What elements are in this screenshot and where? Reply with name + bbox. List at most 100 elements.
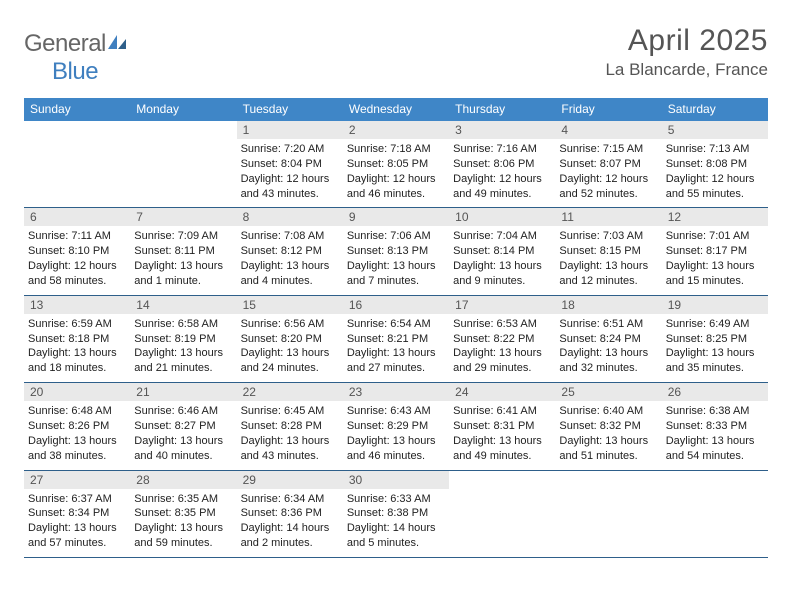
sunrise-text: Sunrise: 7:15 AM [559,142,657,157]
daylight-text: Daylight: 13 hours and 59 minutes. [134,521,232,551]
calendar-week: 20Sunrise: 6:48 AMSunset: 8:26 PMDayligh… [24,383,768,470]
sunset-text: Sunset: 8:26 PM [28,419,126,434]
day-info: Sunrise: 6:54 AMSunset: 8:21 PMDaylight:… [347,317,445,376]
sunrise-text: Sunrise: 6:46 AM [134,404,232,419]
sunset-text: Sunset: 8:32 PM [559,419,657,434]
day-info: Sunrise: 7:09 AMSunset: 8:11 PMDaylight:… [134,229,232,288]
sunrise-text: Sunrise: 6:33 AM [347,492,445,507]
day-number: 25 [555,383,661,401]
calendar-cell [662,471,768,557]
day-info: Sunrise: 7:18 AMSunset: 8:05 PMDaylight:… [347,142,445,201]
daylight-text: Daylight: 13 hours and 27 minutes. [347,346,445,376]
day-number: 13 [24,296,130,314]
sunrise-text: Sunrise: 7:01 AM [666,229,764,244]
sunset-text: Sunset: 8:19 PM [134,332,232,347]
daylight-text: Daylight: 13 hours and 32 minutes. [559,346,657,376]
day-number: 4 [555,121,661,139]
calendar-cell: 10Sunrise: 7:04 AMSunset: 8:14 PMDayligh… [449,208,555,294]
sunrise-text: Sunrise: 7:08 AM [241,229,339,244]
sunset-text: Sunset: 8:38 PM [347,506,445,521]
day-number: 7 [130,208,236,226]
dow-friday: Friday [555,98,661,121]
sunrise-text: Sunrise: 6:34 AM [241,492,339,507]
sunset-text: Sunset: 8:25 PM [666,332,764,347]
daylight-text: Daylight: 13 hours and 7 minutes. [347,259,445,289]
daylight-text: Daylight: 13 hours and 15 minutes. [666,259,764,289]
sunset-text: Sunset: 8:29 PM [347,419,445,434]
calendar-cell [555,471,661,557]
calendar-cell: 21Sunrise: 6:46 AMSunset: 8:27 PMDayligh… [130,383,236,469]
day-info: Sunrise: 7:03 AMSunset: 8:15 PMDaylight:… [559,229,657,288]
sunrise-text: Sunrise: 6:43 AM [347,404,445,419]
daylight-text: Daylight: 12 hours and 43 minutes. [241,172,339,202]
calendar-cell: 26Sunrise: 6:38 AMSunset: 8:33 PMDayligh… [662,383,768,469]
title-block: April 2025 La Blancarde, France [605,24,768,80]
calendar-cell: 12Sunrise: 7:01 AMSunset: 8:17 PMDayligh… [662,208,768,294]
dow-tuesday: Tuesday [237,98,343,121]
day-info: Sunrise: 6:45 AMSunset: 8:28 PMDaylight:… [241,404,339,463]
daylight-text: Daylight: 13 hours and 29 minutes. [453,346,551,376]
sunset-text: Sunset: 8:36 PM [241,506,339,521]
calendar-cell: 30Sunrise: 6:33 AMSunset: 8:38 PMDayligh… [343,471,449,557]
sunrise-text: Sunrise: 7:18 AM [347,142,445,157]
daylight-text: Daylight: 13 hours and 24 minutes. [241,346,339,376]
sunset-text: Sunset: 8:21 PM [347,332,445,347]
day-info: Sunrise: 6:46 AMSunset: 8:27 PMDaylight:… [134,404,232,463]
sunset-text: Sunset: 8:24 PM [559,332,657,347]
day-number: 15 [237,296,343,314]
calendar-cell: 7 Sunrise: 7:09 AMSunset: 8:11 PMDaylight… [130,208,236,294]
daylight-text: Daylight: 14 hours and 5 minutes. [347,521,445,551]
daylight-text: Daylight: 13 hours and 35 minutes. [666,346,764,376]
day-number: 14 [130,296,236,314]
calendar-cell: 23Sunrise: 6:43 AMSunset: 8:29 PMDayligh… [343,383,449,469]
day-number: 5 [662,121,768,139]
calendar-cell: 25Sunrise: 6:40 AMSunset: 8:32 PMDayligh… [555,383,661,469]
day-info: Sunrise: 7:08 AMSunset: 8:12 PMDaylight:… [241,229,339,288]
sunrise-text: Sunrise: 6:49 AM [666,317,764,332]
sunset-text: Sunset: 8:06 PM [453,157,551,172]
day-number: 20 [24,383,130,401]
brand-name: GeneralBlue [24,30,128,86]
calendar-body: 1Sunrise: 7:20 AMSunset: 8:04 PMDaylight… [24,121,768,558]
dow-monday: Monday [130,98,236,121]
daylight-text: Daylight: 13 hours and 46 minutes. [347,434,445,464]
sunrise-text: Sunrise: 6:38 AM [666,404,764,419]
location-label: La Blancarde, France [605,60,768,80]
header: GeneralBlue April 2025 La Blancarde, Fra… [24,24,768,86]
day-number: 26 [662,383,768,401]
day-info: Sunrise: 6:37 AMSunset: 8:34 PMDaylight:… [28,492,126,551]
day-number: 8 [237,208,343,226]
brand-logo: GeneralBlue [24,24,128,86]
daylight-text: Daylight: 13 hours and 57 minutes. [28,521,126,551]
sunrise-text: Sunrise: 7:09 AM [134,229,232,244]
day-info: Sunrise: 7:06 AMSunset: 8:13 PMDaylight:… [347,229,445,288]
day-info: Sunrise: 6:43 AMSunset: 8:29 PMDaylight:… [347,404,445,463]
day-number: 16 [343,296,449,314]
sunset-text: Sunset: 8:10 PM [28,244,126,259]
sunrise-text: Sunrise: 7:13 AM [666,142,764,157]
sunrise-text: Sunrise: 6:59 AM [28,317,126,332]
sunset-text: Sunset: 8:17 PM [666,244,764,259]
calendar-cell: 13 Sunrise: 6:59 AMSunset: 8:18 PMDayligh… [24,296,130,382]
day-info: Sunrise: 6:59 AMSunset: 8:18 PMDaylight:… [28,317,126,376]
calendar-cell: 15Sunrise: 6:56 AMSunset: 8:20 PMDayligh… [237,296,343,382]
daylight-text: Daylight: 13 hours and 9 minutes. [453,259,551,289]
day-number: 1 [237,121,343,139]
sunset-text: Sunset: 8:13 PM [347,244,445,259]
sunrise-text: Sunrise: 6:40 AM [559,404,657,419]
sunset-text: Sunset: 8:11 PM [134,244,232,259]
calendar-cell: 3Sunrise: 7:16 AMSunset: 8:06 PMDaylight… [449,121,555,207]
calendar-week: 6Sunrise: 7:11 AMSunset: 8:10 PMDaylight… [24,208,768,295]
dow-wednesday: Wednesday [343,98,449,121]
calendar-week: 1Sunrise: 7:20 AMSunset: 8:04 PMDaylight… [24,121,768,208]
logo-sail-icon [106,33,128,51]
calendar-cell: 1Sunrise: 7:20 AMSunset: 8:04 PMDaylight… [237,121,343,207]
calendar-cell: 5Sunrise: 7:13 AMSunset: 8:08 PMDaylight… [662,121,768,207]
calendar-cell: 27Sunrise: 6:37 AMSunset: 8:34 PMDayligh… [24,471,130,557]
sunset-text: Sunset: 8:35 PM [134,506,232,521]
calendar-cell: 20Sunrise: 6:48 AMSunset: 8:26 PMDayligh… [24,383,130,469]
sunrise-text: Sunrise: 6:58 AM [134,317,232,332]
calendar-cell: 24Sunrise: 6:41 AMSunset: 8:31 PMDayligh… [449,383,555,469]
sunrise-text: Sunrise: 7:16 AM [453,142,551,157]
calendar-cell: 6Sunrise: 7:11 AMSunset: 8:10 PMDaylight… [24,208,130,294]
